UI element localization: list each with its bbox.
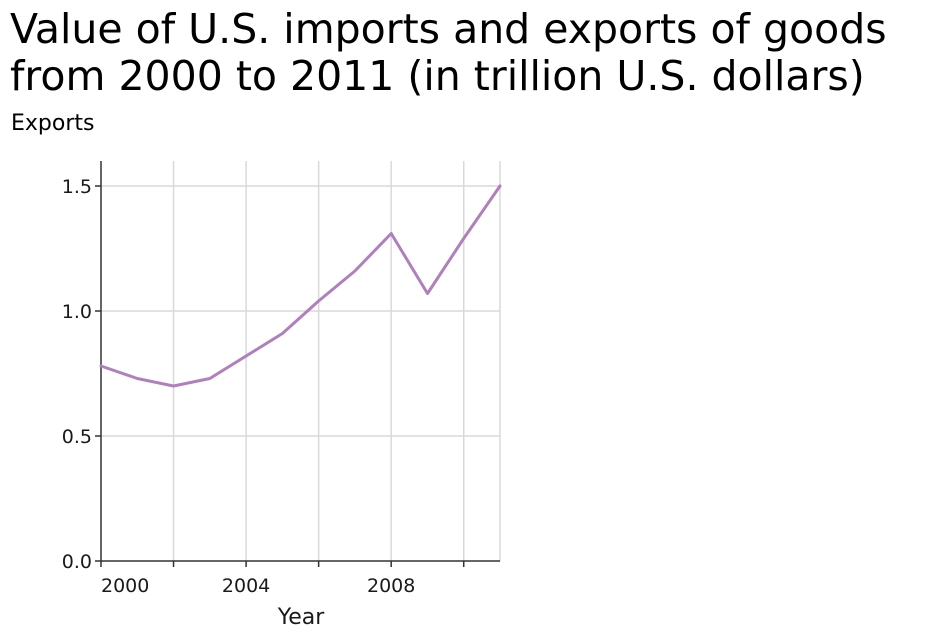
y-axis-label: Exports xyxy=(11,111,95,136)
x-tick-label: 2008 xyxy=(367,575,415,597)
x-axis-ticks: 2000 2004 2008 xyxy=(100,561,465,597)
x-tick-label: 2000 xyxy=(101,575,149,597)
series-line xyxy=(99,184,502,388)
y-tick-label: 1.0 xyxy=(62,301,92,323)
y-tick-label: 0.5 xyxy=(62,426,92,448)
x-tick-label: 2004 xyxy=(222,575,270,597)
axes xyxy=(100,161,500,562)
y-axis-ticks: 0.0 0.5 1.0 1.5 xyxy=(62,176,101,573)
y-tick-label: 1.5 xyxy=(62,176,92,198)
y-tick-label: 0.0 xyxy=(62,551,92,573)
series-group xyxy=(99,184,502,388)
chart-title: Value of U.S. imports and exports of goo… xyxy=(10,5,887,100)
grid-lines xyxy=(101,161,501,561)
x-axis-label: Year xyxy=(277,605,326,630)
